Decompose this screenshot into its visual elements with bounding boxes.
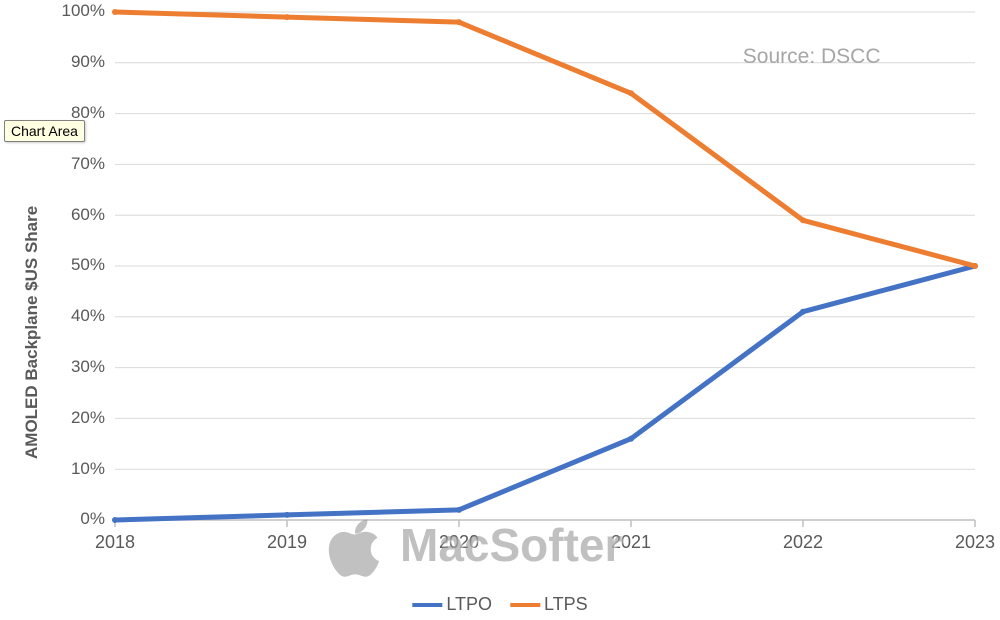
legend-item: LTPO xyxy=(412,594,492,615)
legend-label: LTPS xyxy=(544,594,588,615)
x-tick-label: 2023 xyxy=(955,532,995,553)
y-tick-label: 100% xyxy=(0,1,105,21)
y-tick-label: 20% xyxy=(0,408,105,428)
y-tick-label: 0% xyxy=(0,509,105,529)
x-tick-label: 2021 xyxy=(611,532,651,553)
x-tick-label: 2022 xyxy=(783,532,823,553)
y-tick-label: 70% xyxy=(0,154,105,174)
y-tick-label: 10% xyxy=(0,459,105,479)
legend: LTPO LTPS xyxy=(412,594,587,615)
x-tick-label: 2018 xyxy=(95,532,135,553)
y-tick-label: 60% xyxy=(0,205,105,225)
legend-item: LTPS xyxy=(510,594,588,615)
legend-swatch xyxy=(510,603,540,607)
y-tick-label: 90% xyxy=(0,52,105,72)
legend-label: LTPO xyxy=(446,594,492,615)
plot-area xyxy=(0,0,1000,620)
chart-area-tooltip: Chart Area xyxy=(4,120,85,142)
source-label: Source: DSCC xyxy=(743,45,881,69)
legend-swatch xyxy=(412,603,442,607)
x-tick-label: 2019 xyxy=(267,532,307,553)
y-tick-label: 50% xyxy=(0,255,105,275)
y-tick-label: 30% xyxy=(0,357,105,377)
y-tick-label: 40% xyxy=(0,306,105,326)
chart-container: AMOLED Backplane $US Share 0%10%20%30%40… xyxy=(0,0,1000,620)
x-tick-label: 2020 xyxy=(439,532,479,553)
